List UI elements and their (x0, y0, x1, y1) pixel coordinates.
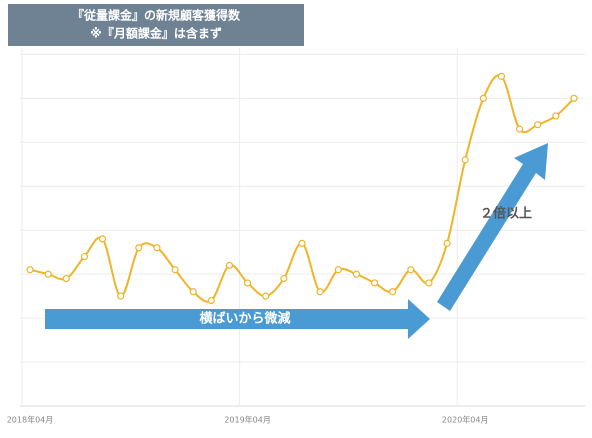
point (280, 274, 288, 283)
point (26, 266, 34, 274)
x-tick-label: 2020年04月 (442, 415, 489, 425)
point (117, 292, 125, 300)
chart-subtitle: ※『月額課金』は含まず (90, 26, 222, 41)
point (189, 288, 197, 296)
annotation: 横ばいから微減 (199, 311, 290, 327)
arrow (437, 143, 548, 311)
point (334, 266, 342, 274)
title-box (8, 4, 304, 46)
flat-arrow: 横ばいから微減 (45, 299, 430, 339)
point (515, 125, 524, 133)
point (443, 239, 451, 247)
annotation: ２倍以上 (480, 206, 532, 222)
point (298, 239, 306, 247)
point (425, 279, 433, 287)
point (225, 261, 234, 269)
point (207, 296, 215, 305)
point (552, 112, 560, 120)
point (352, 270, 360, 278)
rise-arrow: ２倍以上 (437, 143, 548, 311)
plot (26, 72, 578, 305)
x-tick-label: 2018年04月 (7, 415, 54, 425)
x-tick-label: 2019年04月 (224, 415, 271, 425)
arrow (45, 299, 430, 339)
point (244, 279, 252, 287)
point (262, 292, 270, 300)
point (135, 244, 143, 252)
point (316, 288, 324, 296)
point (534, 121, 542, 129)
point (80, 252, 89, 261)
point (407, 266, 415, 274)
point (570, 94, 578, 102)
chart-title: 『従量課金』の新規顧客獲得数 (72, 8, 241, 23)
point (44, 270, 52, 278)
point (98, 235, 107, 243)
point (461, 156, 469, 164)
point (62, 274, 70, 283)
line (29, 74, 575, 303)
grid: 2018年04月 2019年04月 2020年04月 (7, 48, 585, 425)
point (370, 279, 379, 287)
point (479, 94, 487, 102)
point (153, 244, 161, 252)
point (497, 72, 506, 80)
point (389, 288, 397, 296)
point (171, 266, 179, 274)
